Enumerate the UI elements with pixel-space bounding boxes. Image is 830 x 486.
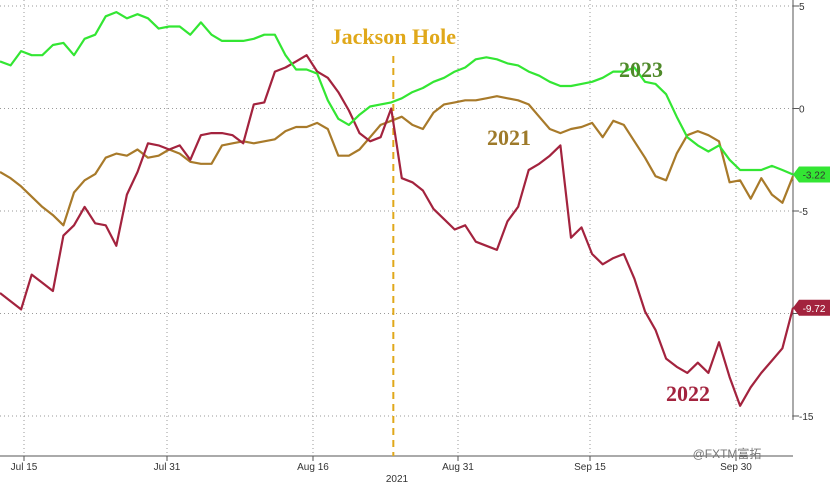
x-tick-label: Sep 30 <box>720 462 752 473</box>
series-line-2023 <box>0 11 794 176</box>
series-labels: 2023 2021 2022 <box>487 57 710 406</box>
x-tick-label: Jul 31 <box>154 462 181 473</box>
x-tick-label: Aug 16 <box>297 462 329 473</box>
badge-shape <box>793 299 830 316</box>
badge-shape <box>793 166 830 183</box>
value-badge-2023: -3.22 <box>793 166 830 183</box>
x-tick-label: Sep 15 <box>574 462 606 473</box>
annotation-group: Jackson Hole <box>331 24 457 456</box>
axes: 2021 5 0 -5 -15 Jul 15 Jul 31 Aug 16 Aug 31 Sep … <box>0 0 814 485</box>
jackson-hole-label: Jackson Hole <box>331 24 457 49</box>
y-tick-label: -15 <box>799 412 814 423</box>
series-label-2022: 2022 <box>666 381 710 406</box>
series-lines <box>0 11 795 407</box>
y-tick-label: 5 <box>799 2 805 13</box>
x-tick-label: Jul 15 <box>11 462 38 473</box>
badge-value-text: -9.72 <box>803 304 826 315</box>
badge-value-text: -3.22 <box>803 171 826 182</box>
x-axis-year-label: 2021 <box>386 474 409 485</box>
value-badges: -3.22 -9.72 <box>793 166 830 316</box>
series-label-2023: 2023 <box>619 57 663 82</box>
series-line-2022 <box>0 54 795 407</box>
y-tick-label: 0 <box>799 105 805 116</box>
series-label-2021: 2021 <box>487 125 531 150</box>
y-tick-label: -5 <box>799 207 808 218</box>
x-tick-label: Aug 31 <box>442 462 474 473</box>
gridlines <box>0 0 793 456</box>
value-badge-2022: -9.72 <box>793 299 830 316</box>
watermark-text: @FXTM富拓 <box>693 446 762 461</box>
series-line-2021 <box>0 95 795 227</box>
